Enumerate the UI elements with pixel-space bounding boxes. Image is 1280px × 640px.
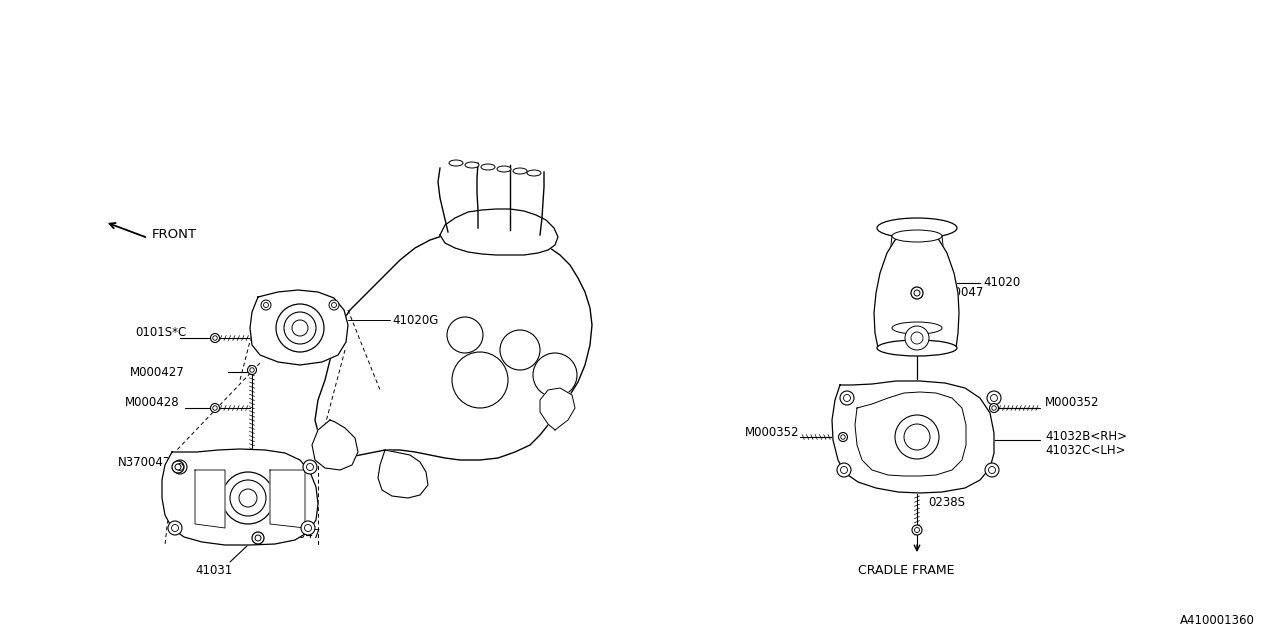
Circle shape (905, 326, 929, 350)
Circle shape (177, 463, 183, 470)
Text: M000427: M000427 (131, 365, 184, 378)
Circle shape (914, 527, 919, 532)
Circle shape (911, 525, 922, 535)
Text: N370047: N370047 (118, 456, 172, 470)
Polygon shape (874, 232, 959, 348)
Text: 41020G: 41020G (392, 314, 438, 326)
Circle shape (284, 312, 316, 344)
Text: A410001360: A410001360 (1180, 614, 1254, 627)
Circle shape (895, 415, 940, 459)
Polygon shape (540, 388, 575, 430)
Ellipse shape (497, 166, 511, 172)
Ellipse shape (449, 160, 463, 166)
Circle shape (500, 330, 540, 370)
Circle shape (840, 391, 854, 405)
Circle shape (210, 403, 219, 413)
Circle shape (447, 317, 483, 353)
Circle shape (168, 521, 182, 535)
Text: 0238S: 0238S (928, 495, 965, 509)
Text: 41032C<LH>: 41032C<LH> (1044, 444, 1125, 456)
Circle shape (175, 464, 180, 470)
Polygon shape (195, 470, 225, 528)
Circle shape (837, 463, 851, 477)
Circle shape (305, 525, 311, 531)
Circle shape (210, 333, 219, 342)
Polygon shape (855, 392, 966, 476)
Circle shape (992, 406, 996, 410)
Circle shape (252, 532, 264, 544)
Circle shape (452, 352, 508, 408)
Circle shape (247, 365, 256, 374)
Polygon shape (378, 450, 428, 498)
Text: FRONT: FRONT (152, 227, 197, 241)
Circle shape (911, 332, 923, 344)
Text: CRADLE FRAME: CRADLE FRAME (858, 563, 955, 577)
Ellipse shape (892, 322, 942, 334)
Ellipse shape (481, 164, 495, 170)
Circle shape (212, 336, 218, 340)
Polygon shape (832, 381, 995, 493)
Circle shape (306, 463, 314, 470)
Circle shape (292, 320, 308, 336)
Circle shape (212, 406, 218, 410)
Circle shape (172, 461, 184, 473)
Text: 41032B<RH>: 41032B<RH> (1044, 429, 1126, 442)
Text: N370047: N370047 (268, 527, 321, 541)
Circle shape (988, 467, 996, 474)
Text: M000352: M000352 (745, 426, 800, 438)
Ellipse shape (513, 168, 527, 174)
Circle shape (987, 391, 1001, 405)
Text: M000352: M000352 (1044, 397, 1100, 410)
Circle shape (255, 535, 261, 541)
Circle shape (264, 303, 269, 307)
Circle shape (276, 304, 324, 352)
Circle shape (986, 463, 998, 477)
Circle shape (301, 521, 315, 535)
Circle shape (239, 489, 257, 507)
Circle shape (838, 433, 847, 442)
Text: N370047: N370047 (931, 287, 984, 300)
Text: 41031: 41031 (195, 563, 232, 577)
Ellipse shape (892, 230, 942, 242)
Polygon shape (163, 449, 317, 545)
Circle shape (532, 353, 577, 397)
Circle shape (332, 303, 337, 307)
Circle shape (221, 472, 274, 524)
Circle shape (303, 460, 317, 474)
Circle shape (911, 287, 923, 299)
Polygon shape (312, 420, 358, 470)
Circle shape (261, 300, 271, 310)
Polygon shape (440, 209, 558, 255)
Polygon shape (315, 230, 591, 460)
Ellipse shape (527, 170, 541, 176)
Circle shape (887, 407, 947, 467)
Polygon shape (250, 290, 348, 365)
Text: 0101S*C: 0101S*C (134, 326, 187, 339)
Circle shape (329, 300, 339, 310)
Circle shape (904, 424, 931, 450)
Ellipse shape (877, 340, 957, 356)
Polygon shape (270, 470, 305, 528)
Ellipse shape (465, 162, 479, 168)
Text: M000428: M000428 (125, 397, 179, 410)
Circle shape (841, 435, 845, 439)
Ellipse shape (877, 218, 957, 238)
Circle shape (841, 467, 847, 474)
Circle shape (230, 480, 266, 516)
Circle shape (250, 368, 255, 372)
Circle shape (914, 290, 920, 296)
Circle shape (844, 394, 850, 401)
Circle shape (173, 460, 187, 474)
Circle shape (989, 403, 998, 413)
Text: 41020: 41020 (983, 276, 1020, 289)
Circle shape (991, 394, 997, 401)
Circle shape (172, 525, 178, 531)
